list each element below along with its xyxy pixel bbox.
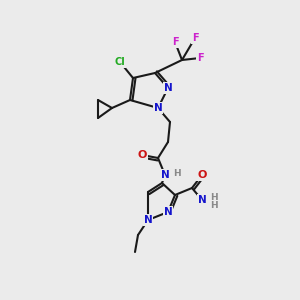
Text: N: N: [144, 215, 152, 225]
Text: N: N: [160, 170, 169, 180]
Text: F: F: [192, 33, 198, 43]
Text: Cl: Cl: [115, 57, 125, 67]
Text: H: H: [210, 200, 218, 209]
Text: F: F: [172, 37, 178, 47]
Text: N: N: [198, 195, 206, 205]
Text: F: F: [197, 53, 203, 63]
Text: N: N: [164, 83, 172, 93]
Text: O: O: [197, 170, 207, 180]
Text: O: O: [137, 150, 147, 160]
Text: N: N: [164, 207, 172, 217]
Text: N: N: [154, 103, 162, 113]
Text: H: H: [173, 169, 181, 178]
Text: H: H: [210, 193, 218, 202]
